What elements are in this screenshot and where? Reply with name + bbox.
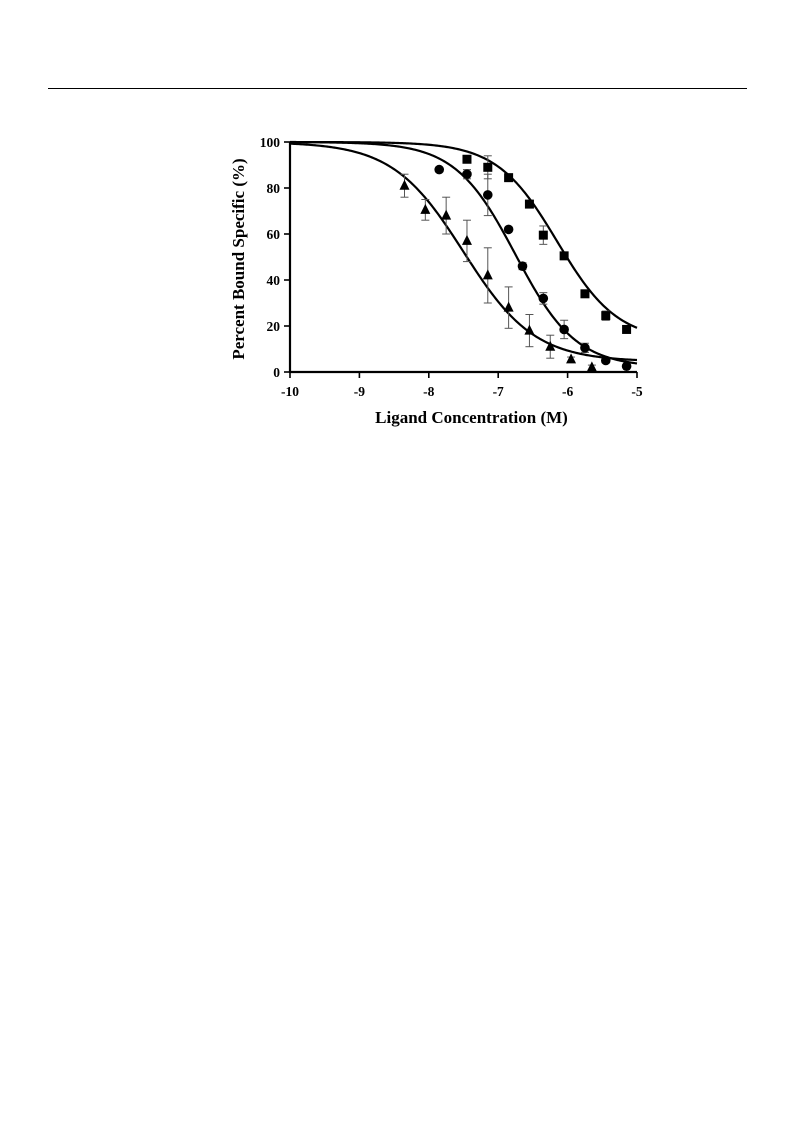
x-axis-title: Ligand Concentration (M) xyxy=(375,408,568,427)
x-tick-label: -8 xyxy=(423,384,434,399)
y-tick-label: 80 xyxy=(267,181,281,196)
y-tick-label: 60 xyxy=(267,227,281,242)
y-tick-label: 40 xyxy=(267,273,281,288)
y-tick-label: 20 xyxy=(267,319,281,334)
data-point-square xyxy=(559,251,569,261)
data-point-triangle xyxy=(399,179,410,190)
data-point-triangle xyxy=(524,324,535,335)
data-point-triangle xyxy=(566,353,577,364)
data-point-triangle xyxy=(545,340,556,351)
header-rule xyxy=(48,88,747,89)
data-point-triangle xyxy=(420,203,431,214)
data-point-triangle xyxy=(482,269,493,280)
data-point-circle xyxy=(538,293,549,304)
data-point-square xyxy=(538,230,548,240)
x-tick-label: -5 xyxy=(631,384,642,399)
data-point-triangle xyxy=(441,209,452,220)
data-point-triangle xyxy=(461,234,472,245)
data-point-circle xyxy=(559,324,569,335)
data-point-square xyxy=(462,154,472,164)
data-point-circle xyxy=(434,164,445,175)
x-tick-label: -9 xyxy=(354,384,365,399)
y-axis-title: Percent Bound Specific (%) xyxy=(229,158,248,359)
data-point-square xyxy=(580,289,590,299)
data-point-circle xyxy=(517,261,528,272)
x-tick-label: -6 xyxy=(562,384,573,399)
data-point-square xyxy=(524,199,534,209)
data-point-square xyxy=(483,162,493,172)
y-tick-label: 100 xyxy=(260,135,281,150)
data-point-circle xyxy=(482,190,493,200)
data-point-circle xyxy=(621,361,632,372)
error-bars xyxy=(400,155,631,371)
y-tick-label: 0 xyxy=(273,365,280,380)
data-point-triangle xyxy=(503,301,514,312)
data-points xyxy=(399,154,632,372)
data-point-square xyxy=(601,311,611,321)
data-point-square xyxy=(504,173,514,183)
data-point-square xyxy=(622,324,632,334)
data-point-triangle xyxy=(586,361,597,372)
x-tick-label: -10 xyxy=(281,384,299,399)
fit-curve-triangle xyxy=(289,142,638,362)
data-point-circle xyxy=(580,343,590,353)
data-point-circle xyxy=(462,169,472,179)
data-point-circle xyxy=(600,355,611,366)
x-tick-label: -7 xyxy=(493,384,504,399)
data-point-circle xyxy=(503,224,514,235)
axes: -10 -9 -8 -7 -6 -5 0 20 40 60 80 100 xyxy=(260,135,643,399)
